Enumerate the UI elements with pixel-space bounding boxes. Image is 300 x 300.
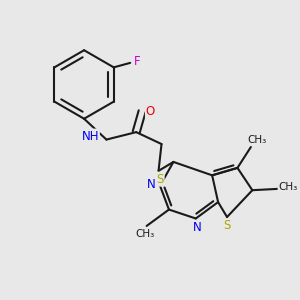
Text: S: S [224,219,231,232]
Text: S: S [156,173,164,186]
Text: NH: NH [82,130,99,142]
Text: N: N [193,221,202,234]
Text: CH₃: CH₃ [278,182,298,192]
Text: N: N [147,178,155,191]
Text: F: F [134,55,141,68]
Text: O: O [146,105,155,118]
Text: CH₃: CH₃ [247,135,266,145]
Text: CH₃: CH₃ [136,229,155,239]
